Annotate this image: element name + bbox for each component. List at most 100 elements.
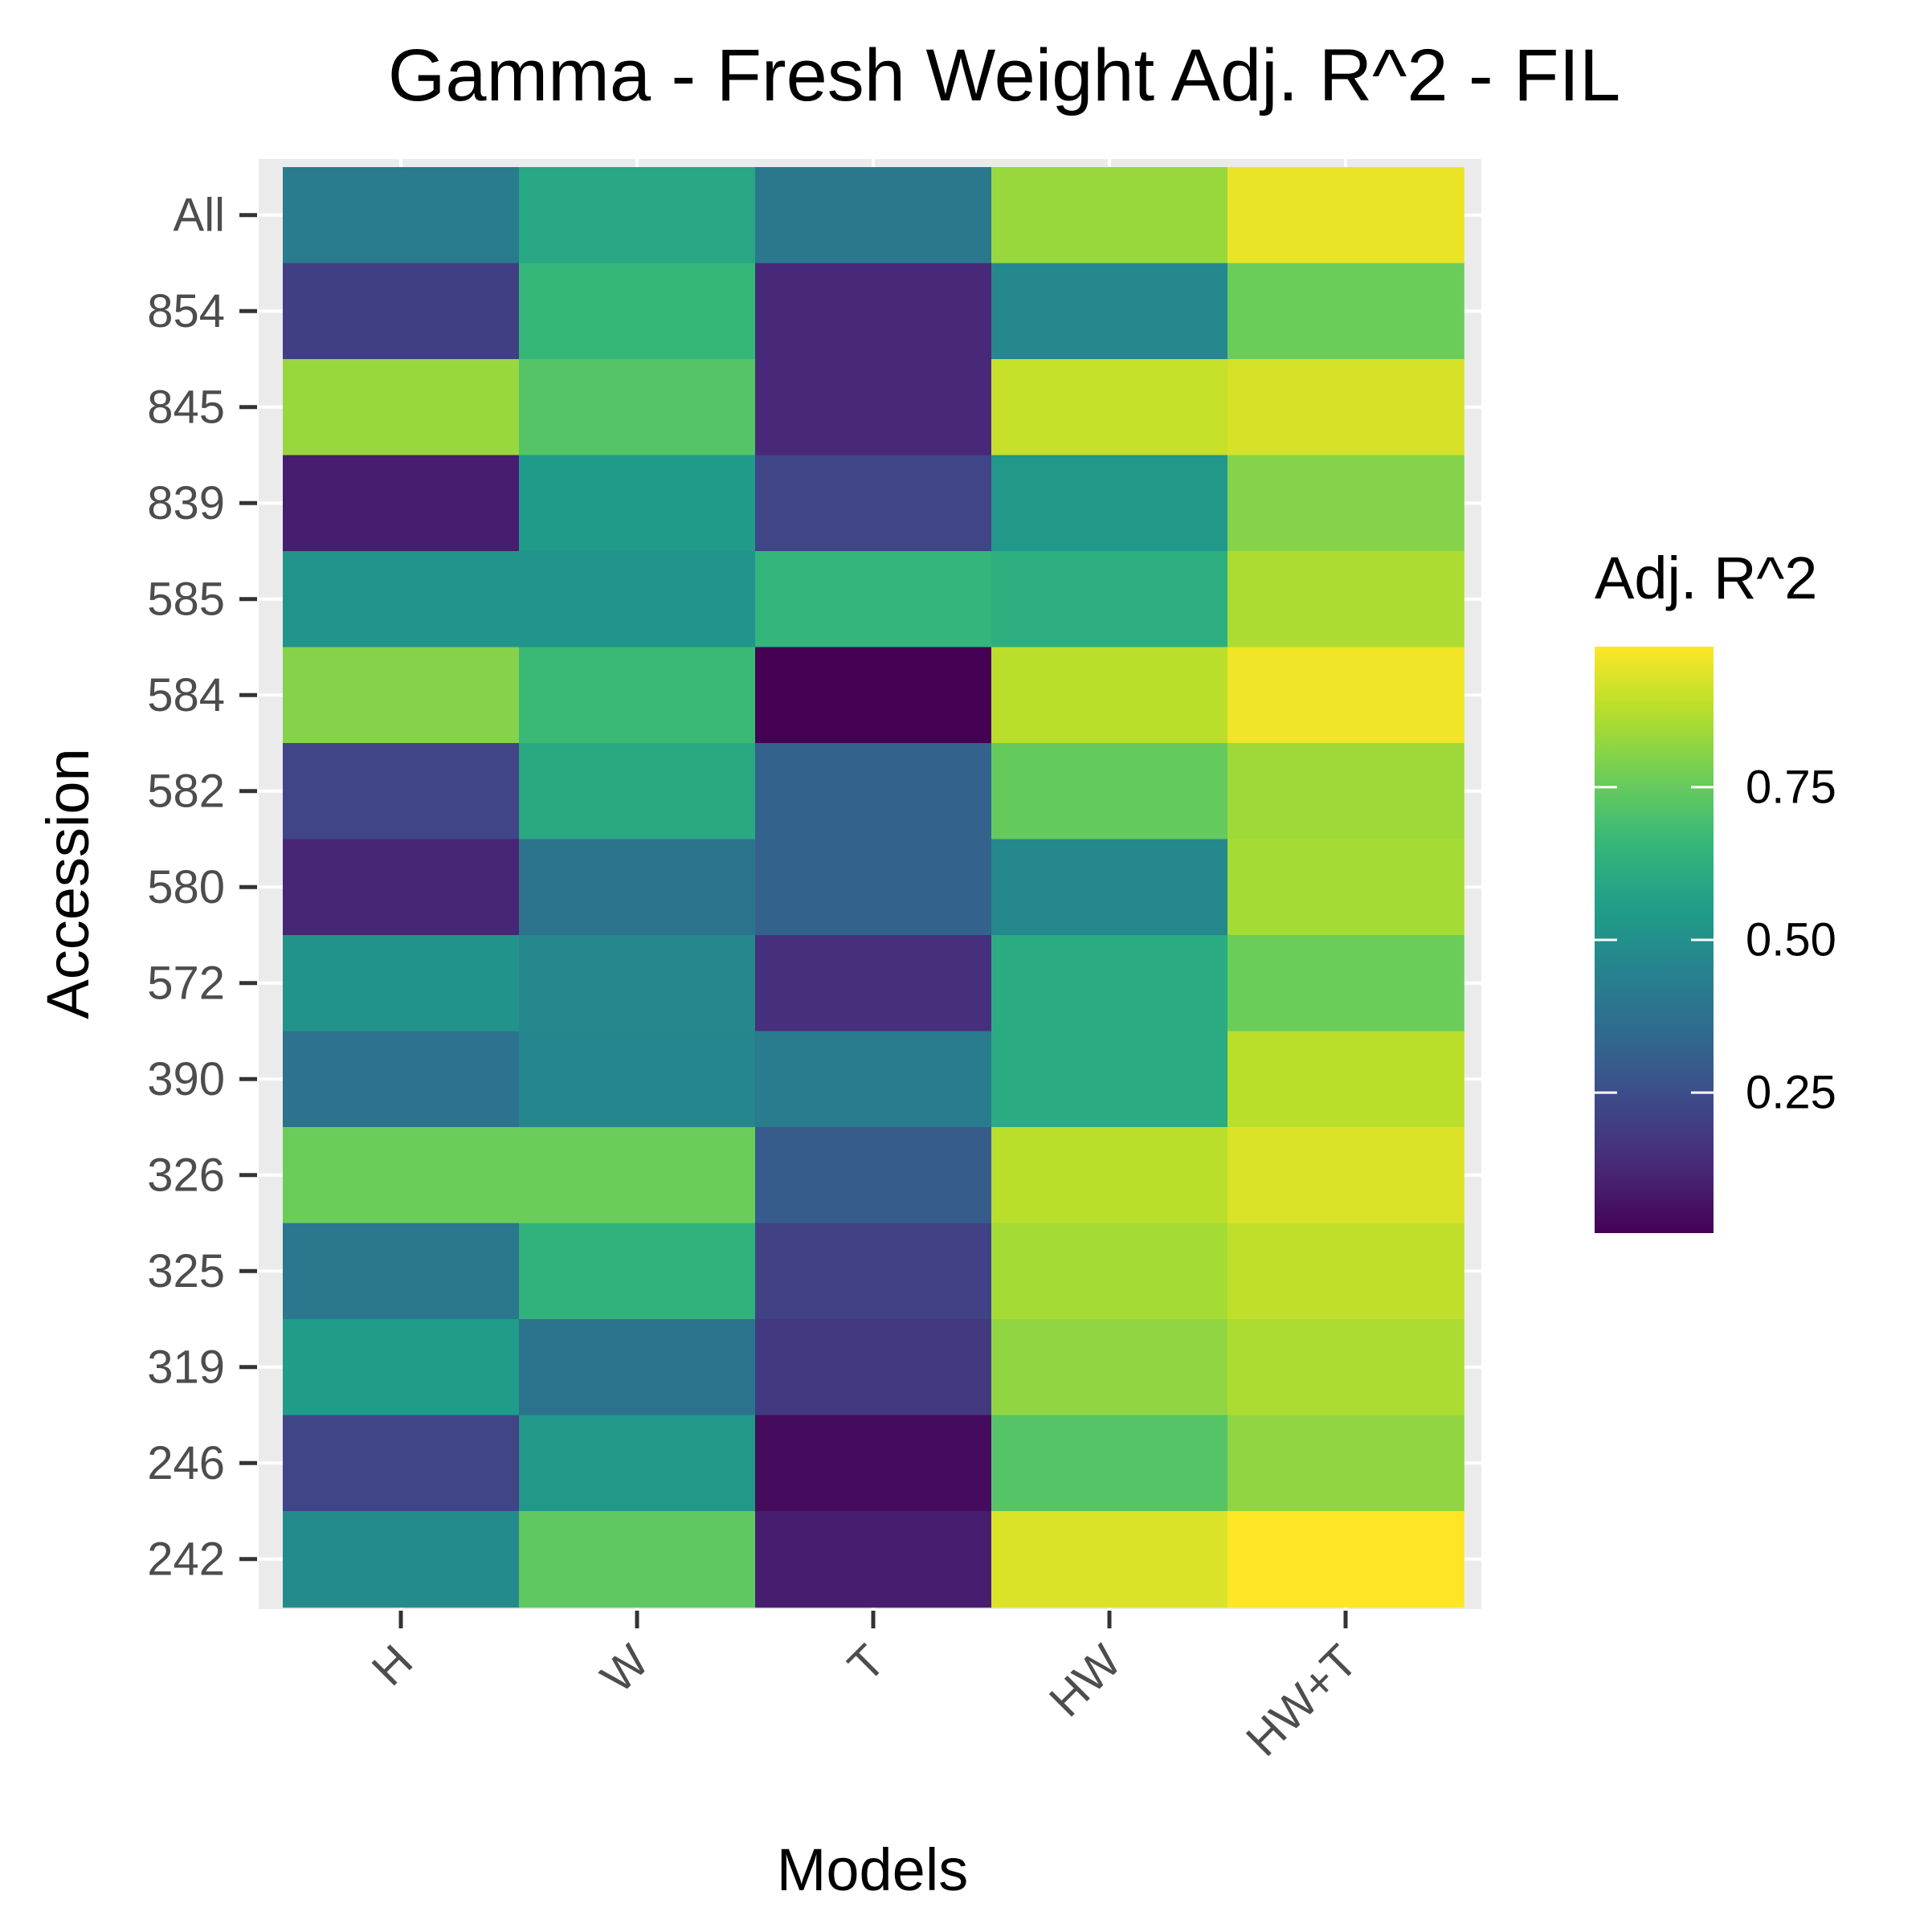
y-tick-label: 390 xyxy=(147,1053,225,1105)
heatmap-cell xyxy=(283,839,520,936)
x-tick-label: HW xyxy=(1040,1635,1131,1726)
heatmap-cell xyxy=(519,839,756,936)
heatmap-cell xyxy=(1227,1511,1464,1608)
heatmap-cell xyxy=(1227,839,1464,936)
y-tick-label: 854 xyxy=(147,285,225,337)
heatmap-cell xyxy=(1227,647,1464,744)
heatmap-cell xyxy=(1227,1319,1464,1416)
x-tick-label: H xyxy=(362,1635,423,1696)
heatmap-cell xyxy=(991,1415,1228,1512)
y-tick-label: 242 xyxy=(147,1533,225,1585)
heatmap-cell xyxy=(283,551,520,648)
heatmap-cell xyxy=(991,359,1228,456)
heatmap-cell xyxy=(991,1031,1228,1128)
heatmap-cell xyxy=(1227,551,1464,648)
heatmap-cell xyxy=(991,551,1228,648)
heatmap-cell xyxy=(755,1319,992,1416)
heatmap-cell xyxy=(283,647,520,744)
heatmap-cell xyxy=(283,1223,520,1320)
heatmap-cell xyxy=(283,1415,520,1512)
heatmap-cell xyxy=(991,1511,1228,1608)
heatmap-cell xyxy=(991,455,1228,552)
legend-tick-label: 0.75 xyxy=(1746,761,1836,813)
x-tick-label: HW+T xyxy=(1236,1635,1367,1766)
heatmap-cell xyxy=(755,1127,992,1224)
heatmap-cell xyxy=(755,263,992,360)
color-legend: Adj. R^2 0.25 0.50 0.75 xyxy=(1595,545,1836,1233)
y-tick-label: 580 xyxy=(147,861,225,913)
heatmap-cell xyxy=(519,455,756,552)
chart-title: Gamma - Fresh Weight Adj. R^2 - FIL xyxy=(388,35,1620,116)
heatmap-cell xyxy=(991,743,1228,840)
heatmap-cell xyxy=(519,1031,756,1128)
x-axis-title: Models xyxy=(777,1836,969,1903)
heatmap-cell xyxy=(519,359,756,456)
y-tick-label: 319 xyxy=(147,1341,225,1393)
heatmap-cell xyxy=(755,647,992,744)
heatmap-cell xyxy=(991,1223,1228,1320)
heatmap-cell xyxy=(519,1223,756,1320)
heatmap-cell xyxy=(283,167,520,264)
heatmap-cell xyxy=(991,1127,1228,1224)
heatmap-cell xyxy=(991,839,1228,936)
heatmap-cell xyxy=(519,1511,756,1608)
heatmap-cell xyxy=(283,455,520,552)
y-tick-label: 326 xyxy=(147,1149,225,1201)
heatmap-cell xyxy=(519,551,756,648)
y-tick-label: 585 xyxy=(147,573,225,625)
heatmap-cell xyxy=(1227,1415,1464,1512)
heatmap-cell xyxy=(1227,743,1464,840)
heatmap-cell xyxy=(519,935,756,1032)
heatmap-cell xyxy=(283,1511,520,1608)
heatmap-cell xyxy=(283,935,520,1032)
heatmap-cell xyxy=(519,647,756,744)
y-tick-label: 845 xyxy=(147,381,225,433)
y-tick-label: 246 xyxy=(147,1437,225,1489)
heatmap-cell xyxy=(283,743,520,840)
heatmap-cell xyxy=(755,1223,992,1320)
heatmap-cell xyxy=(519,1319,756,1416)
legend-title: Adj. R^2 xyxy=(1595,545,1817,611)
heatmap-cell xyxy=(519,743,756,840)
heatmap-cell xyxy=(519,1127,756,1224)
heatmap-cell xyxy=(755,1511,992,1608)
heatmap-cell xyxy=(283,359,520,456)
heatmap-cell xyxy=(991,263,1228,360)
heatmap-cell xyxy=(1227,1127,1464,1224)
x-axis: H W T HW HW+T xyxy=(362,1611,1367,1767)
heatmap-cell xyxy=(519,1415,756,1512)
heatmap-cell xyxy=(283,263,520,360)
y-tick-label: 582 xyxy=(147,765,225,817)
heatmap-cell xyxy=(283,1031,520,1128)
heatmap-cell xyxy=(991,935,1228,1032)
x-tick-label: T xyxy=(838,1635,895,1692)
heatmap-cell xyxy=(283,1319,520,1416)
heatmap-cell xyxy=(755,1031,992,1128)
legend-tick-label: 0.50 xyxy=(1746,914,1836,966)
heatmap-cell xyxy=(1227,359,1464,456)
heatmap-cell xyxy=(755,839,992,936)
legend-tick-label: 0.25 xyxy=(1746,1067,1836,1119)
y-axis-title: Accession xyxy=(35,748,101,1019)
heatmap-cell xyxy=(755,743,992,840)
heatmap-cell xyxy=(1227,1031,1464,1128)
y-tick-label: 584 xyxy=(147,669,225,721)
heatmap-cell xyxy=(755,359,992,456)
heatmap-cell xyxy=(1227,455,1464,552)
heatmap-cell xyxy=(991,167,1228,264)
y-tick-label: All xyxy=(174,189,225,241)
heatmap-cell xyxy=(519,167,756,264)
heatmap-cell xyxy=(755,935,992,1032)
heatmap-cell xyxy=(755,1415,992,1512)
y-tick-label: 325 xyxy=(147,1245,225,1297)
x-tick-label: W xyxy=(591,1635,660,1703)
heatmap-cell xyxy=(755,455,992,552)
y-tick-label: 839 xyxy=(147,477,225,529)
heatmap-cell xyxy=(519,263,756,360)
heatmap-cell xyxy=(1227,935,1464,1032)
heatmap-cell xyxy=(755,167,992,264)
heatmap-cells xyxy=(283,167,1464,1608)
heatmap-cell xyxy=(755,551,992,648)
heatmap-cell xyxy=(991,1319,1228,1416)
